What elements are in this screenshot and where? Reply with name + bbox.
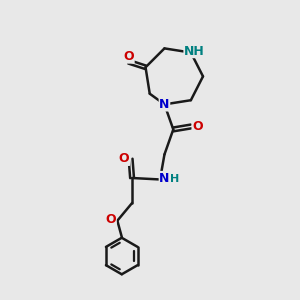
Text: O: O — [119, 152, 129, 165]
Text: O: O — [192, 120, 203, 133]
Text: NH: NH — [184, 45, 205, 58]
Text: H: H — [169, 174, 179, 184]
Text: O: O — [106, 213, 116, 226]
Text: N: N — [159, 172, 170, 184]
Text: N: N — [159, 98, 170, 111]
Text: O: O — [123, 50, 134, 63]
